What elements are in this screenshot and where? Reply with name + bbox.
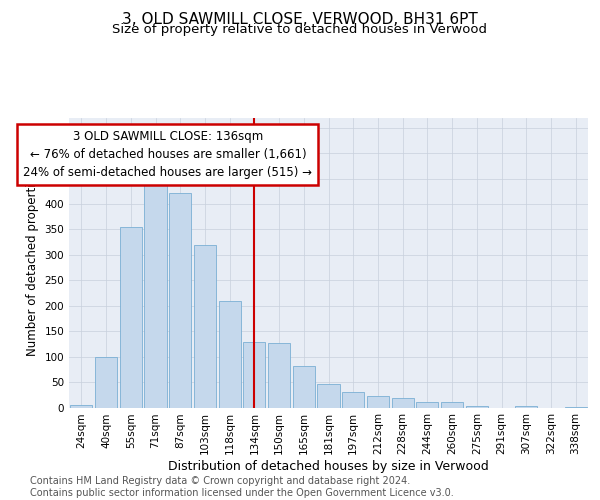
Bar bbox=[268, 343, 290, 407]
Bar bbox=[95, 356, 117, 408]
Bar bbox=[169, 194, 191, 408]
Bar bbox=[367, 396, 389, 407]
Text: 3 OLD SAWMILL CLOSE: 136sqm
← 76% of detached houses are smaller (1,661)
24% of : 3 OLD SAWMILL CLOSE: 136sqm ← 76% of det… bbox=[23, 130, 313, 179]
Bar bbox=[466, 406, 488, 407]
X-axis label: Distribution of detached houses by size in Verwood: Distribution of detached houses by size … bbox=[168, 460, 489, 473]
Bar bbox=[515, 406, 538, 407]
Bar bbox=[119, 227, 142, 408]
Text: Size of property relative to detached houses in Verwood: Size of property relative to detached ho… bbox=[113, 22, 487, 36]
Bar bbox=[194, 244, 216, 408]
Bar bbox=[243, 342, 265, 407]
Bar bbox=[145, 182, 167, 408]
Bar bbox=[392, 398, 414, 407]
Bar bbox=[218, 300, 241, 408]
Text: Contains HM Land Registry data © Crown copyright and database right 2024.
Contai: Contains HM Land Registry data © Crown c… bbox=[30, 476, 454, 498]
Text: 3, OLD SAWMILL CLOSE, VERWOOD, BH31 6PT: 3, OLD SAWMILL CLOSE, VERWOOD, BH31 6PT bbox=[122, 12, 478, 28]
Bar bbox=[441, 402, 463, 407]
Bar bbox=[565, 407, 587, 408]
Bar bbox=[70, 405, 92, 407]
Y-axis label: Number of detached properties: Number of detached properties bbox=[26, 170, 39, 356]
Bar bbox=[293, 366, 315, 408]
Bar bbox=[416, 402, 439, 407]
Bar bbox=[342, 392, 364, 407]
Bar bbox=[317, 384, 340, 407]
